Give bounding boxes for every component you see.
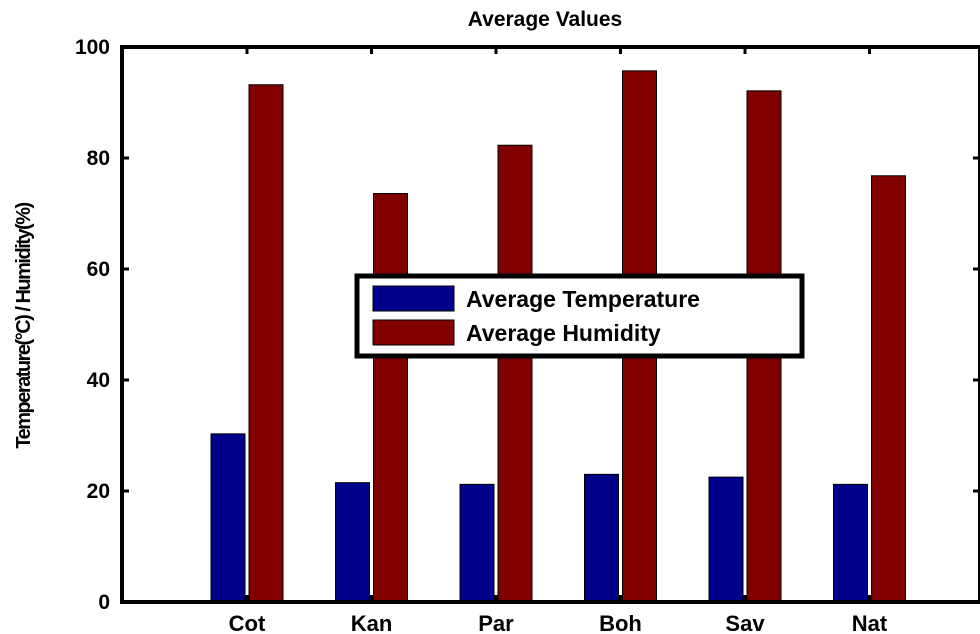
x-tick-label: Sav [725,611,765,634]
legend-swatch-humidity [372,319,455,346]
legend: Average Temperature Average Humidity [354,273,805,359]
bar-temperature-nat [833,483,868,603]
legend-label-humidity: Average Humidity [466,320,661,346]
y-tick-label: 40 [87,369,110,392]
x-tick-label: Cot [229,611,266,634]
plot-area-frame [120,45,980,604]
y-axis-label: Temperature(°C) / Humidity(%) [13,203,35,449]
x-tick-label: Nat [852,611,888,634]
bar-temperature-par [459,483,495,603]
x-tick-label: Boh [599,611,642,634]
bar-temperature-cot [210,433,246,603]
y-tick-label: 100 [75,36,110,59]
x-tick-label: Kan [351,611,393,634]
chart-title: Average Values [468,8,623,31]
y-tick-label: 20 [87,480,110,503]
y-tick-label: 80 [87,147,110,170]
bar-humidity-par [497,144,533,603]
bar-humidity-cot [248,84,284,603]
x-tick-label: Par [478,611,514,634]
legend-label-temperature: Average Temperature [466,286,700,312]
bar-humidity-nat [871,175,906,603]
y-tick-label: 0 [98,591,110,614]
bar-temperature-sav [708,476,744,603]
legend-swatch-temperature [372,285,455,312]
bar-temperature-kan [335,482,370,603]
y-tick-label: 60 [87,258,110,281]
bar-humidity-kan [373,193,408,603]
bar-temperature-boh [584,473,619,603]
